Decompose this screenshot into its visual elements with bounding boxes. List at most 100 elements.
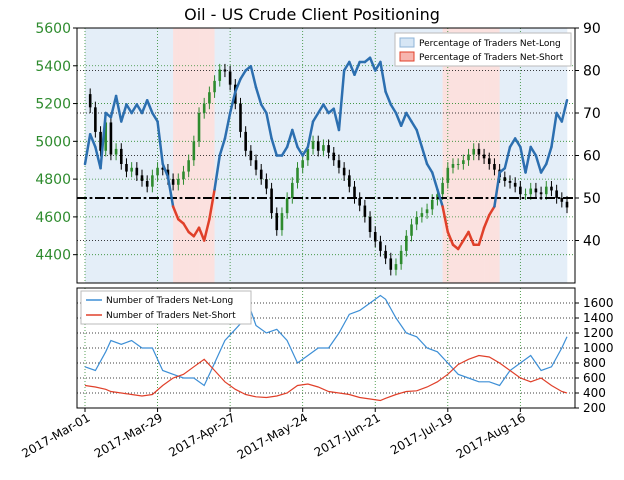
percent-tick-label: 60 bbox=[583, 149, 601, 165]
sentiment-fill-band bbox=[447, 28, 454, 283]
price-candle-body bbox=[187, 160, 190, 172]
sentiment-fill-band bbox=[515, 28, 521, 283]
sentiment-fill-band bbox=[385, 28, 392, 283]
price-candle-body bbox=[259, 169, 263, 180]
percent-net-long-segment bbox=[436, 188, 444, 208]
percent-net-long-segment bbox=[161, 162, 170, 178]
percent-net-long-segment bbox=[208, 188, 216, 221]
percent-net-long-segment bbox=[389, 103, 398, 115]
date-tick-label: 2017-Aug-16 bbox=[454, 410, 528, 461]
lower-legend: Number of Traders Net-Long Number of Tra… bbox=[80, 290, 252, 325]
sentiment-fill-band bbox=[478, 28, 485, 283]
sentiment-fill-band bbox=[157, 28, 164, 283]
percent-net-long-segment bbox=[202, 218, 211, 242]
count-tick-label: 600 bbox=[583, 371, 606, 385]
percent-net-long-segment bbox=[353, 60, 361, 76]
percent-net-long-segment bbox=[239, 69, 247, 81]
percent-net-long-segment bbox=[420, 145, 429, 166]
percent-net-long-segment bbox=[446, 230, 455, 246]
percent-net-long-segment bbox=[270, 137, 279, 157]
sentiment-fill-band bbox=[287, 28, 293, 283]
sentiment-fill-band bbox=[116, 28, 122, 283]
sentiment-fill-band bbox=[561, 28, 568, 283]
price-candle-body bbox=[384, 250, 387, 259]
price-candle-body bbox=[560, 198, 564, 202]
sentiment-fill-band bbox=[173, 28, 179, 283]
price-candle-body bbox=[467, 154, 470, 161]
sentiment-fill-band bbox=[354, 28, 360, 283]
sentiment-fill-band bbox=[307, 28, 314, 283]
percent-net-long-segment bbox=[280, 145, 289, 157]
price-candle-body bbox=[275, 213, 279, 231]
price-candle-body bbox=[446, 167, 450, 183]
price-candle-body bbox=[311, 141, 315, 149]
price-candle-body bbox=[524, 194, 527, 196]
sentiment-fill-band bbox=[235, 28, 241, 283]
percent-net-long-segment bbox=[410, 120, 418, 132]
percent-net-long-segment bbox=[488, 205, 496, 217]
price-candle-body bbox=[322, 145, 325, 151]
price-candle-body bbox=[430, 199, 434, 210]
price-candle-body bbox=[213, 80, 216, 93]
sentiment-fill-band bbox=[219, 28, 226, 283]
sentiment-fill-band bbox=[427, 28, 433, 283]
sentiment-fill-band bbox=[390, 28, 397, 283]
percent-net-long-segment bbox=[441, 205, 450, 234]
price-candle-body bbox=[104, 122, 108, 151]
sentiment-fill-band bbox=[344, 28, 350, 283]
price-candle-body bbox=[353, 186, 356, 198]
percent-net-long-segment bbox=[285, 128, 294, 149]
price-candle-body bbox=[182, 171, 185, 180]
percent-net-long-segment bbox=[534, 154, 543, 174]
percent-net-long-segment bbox=[560, 99, 569, 123]
sentiment-fill-band bbox=[468, 28, 475, 283]
percent-net-long-segment bbox=[545, 145, 553, 166]
price-candle-body bbox=[135, 167, 139, 176]
percent-net-long-segment bbox=[151, 111, 159, 123]
legend-swatch-net-short bbox=[399, 51, 415, 62]
percent-net-long-segment bbox=[182, 222, 190, 234]
count-tick-label: 1400 bbox=[583, 311, 614, 325]
percent-net-long-segment bbox=[524, 145, 532, 174]
price-candle-body bbox=[399, 250, 403, 265]
percent-net-long-segment bbox=[88, 133, 97, 149]
percent-net-long-segment bbox=[99, 111, 107, 170]
price-tick-label: 4400 bbox=[35, 248, 71, 264]
price-candle-body bbox=[379, 241, 382, 251]
price-candle-body bbox=[337, 160, 341, 168]
percent-net-long-segment bbox=[109, 94, 118, 119]
sentiment-fill-band bbox=[162, 28, 169, 283]
price-candle-body bbox=[249, 150, 253, 161]
legend-swatch-net-long bbox=[399, 37, 415, 48]
date-tick-label: 2017-Apr-27 bbox=[166, 410, 237, 459]
percent-net-long-segment bbox=[301, 145, 310, 157]
price-candle-body bbox=[565, 201, 569, 208]
price-candle-body bbox=[462, 160, 465, 164]
price-candle-body bbox=[529, 188, 533, 195]
percent-net-long-segment bbox=[145, 99, 154, 115]
count-tick-label: 200 bbox=[583, 401, 606, 415]
percent-tick-label: 80 bbox=[583, 64, 601, 80]
sentiment-fill-band bbox=[250, 28, 257, 283]
sentiment-fill-band bbox=[199, 28, 205, 283]
percent-net-long-segment bbox=[529, 145, 538, 157]
percent-tick-label: 90 bbox=[583, 21, 601, 37]
sentiment-fill-band bbox=[105, 28, 112, 283]
price-candle-body bbox=[140, 175, 144, 181]
sentiment-fill-band bbox=[349, 28, 355, 283]
sentiment-fill-band bbox=[333, 28, 340, 283]
sentiment-fill-band bbox=[313, 28, 319, 283]
sentiment-fill-band bbox=[136, 28, 143, 283]
sentiment-fill-band bbox=[142, 28, 148, 283]
sentiment-fill-band bbox=[458, 28, 464, 283]
date-tick-label: 2017-Mar-29 bbox=[92, 410, 165, 460]
sentiment-fill-band bbox=[230, 28, 236, 283]
price-candle-body bbox=[544, 186, 548, 195]
percent-net-long-segment bbox=[425, 162, 434, 174]
legend-label-net-long-count: Number of Traders Net-Long bbox=[106, 296, 233, 306]
price-candle-body bbox=[130, 167, 133, 172]
price-candle-body bbox=[508, 181, 512, 183]
x-axis-date-labels: 2017-Mar-01 2017-Mar-29 2017-Apr-272017-Ma… bbox=[19, 408, 528, 462]
count-tick-label: 1200 bbox=[583, 326, 614, 340]
